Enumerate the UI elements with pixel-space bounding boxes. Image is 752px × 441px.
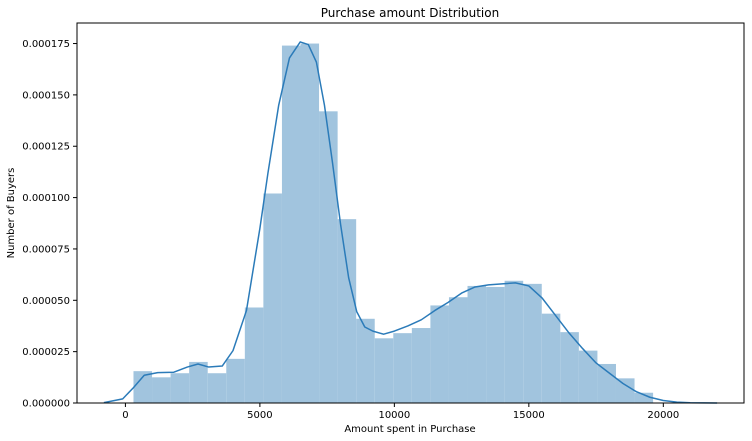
histogram-bar-10 <box>319 111 338 403</box>
histogram-bar-7 <box>263 193 282 403</box>
histogram-bar-24 <box>578 350 598 403</box>
kde-layer <box>103 41 718 404</box>
x-tick-label: 10000 <box>378 410 410 421</box>
x-axis-label: Amount spent in Purchase <box>344 424 475 435</box>
y-axis-ticks: 0.000000 0.000025 0.000050 0.000075 0.000100… <box>22 39 77 410</box>
histogram-bar-1 <box>152 377 171 403</box>
histogram-bar-27 <box>634 392 654 403</box>
x-tick-label: 0 <box>122 410 128 421</box>
histogram-bar-19 <box>486 286 505 403</box>
histogram-bar-17 <box>448 297 468 403</box>
histogram-bar-22 <box>541 313 561 403</box>
x-tick-label: 15000 <box>513 410 545 421</box>
chart-title: Purchase amount Distribution <box>321 6 499 20</box>
x-axis-ticks: 0 5000 10000 15000 20000 <box>122 403 679 421</box>
histogram-bar-20 <box>504 280 524 403</box>
histogram-bar-15 <box>411 328 431 403</box>
histogram-bar-25 <box>597 363 616 403</box>
histogram-bar-5 <box>226 358 245 403</box>
histogram-bar-6 <box>244 307 264 403</box>
x-tick-label: 5000 <box>247 410 272 421</box>
y-tick-label: 0.000150 <box>22 90 70 101</box>
histogram-bar-11 <box>337 219 357 403</box>
x-tick-label: 20000 <box>647 410 679 421</box>
histogram-bar-12 <box>356 318 375 403</box>
histogram-bar-14 <box>393 333 412 403</box>
y-tick-label: 0.000000 <box>22 399 70 410</box>
histogram-bar-18 <box>467 285 487 403</box>
histogram-bar-3 <box>189 361 208 403</box>
histogram-bar-4 <box>207 373 227 403</box>
y-tick-label: 0.000100 <box>22 193 70 204</box>
histogram-bar-13 <box>374 338 394 403</box>
y-tick-label: 0.000075 <box>22 244 70 255</box>
histogram-bar-16 <box>430 305 449 403</box>
histogram-bar-21 <box>523 283 542 403</box>
y-axis-label: Number of Buyers <box>6 168 17 259</box>
histogram-bar-0 <box>133 371 153 403</box>
histogram-bar-8 <box>281 45 301 404</box>
histogram-bars <box>133 43 654 404</box>
y-tick-label: 0.000125 <box>22 142 70 153</box>
plot-frame <box>76 22 745 404</box>
histogram-bar-26 <box>615 378 635 403</box>
y-tick-label: 0.000175 <box>22 39 70 50</box>
y-tick-label: 0.000050 <box>22 296 70 307</box>
y-tick-label: 0.000025 <box>22 347 70 358</box>
histogram-bar-23 <box>560 332 579 403</box>
histogram-bar-2 <box>170 373 190 403</box>
histogram-bar-9 <box>300 43 320 403</box>
kde-curve <box>103 41 718 404</box>
